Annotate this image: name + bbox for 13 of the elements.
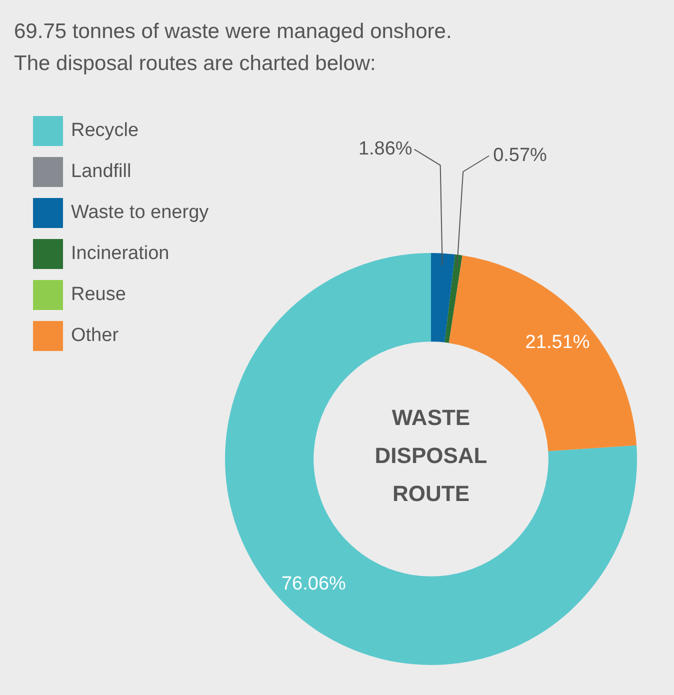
data-label: 21.51%: [525, 332, 590, 354]
data-label: 76.06%: [281, 574, 346, 595]
chart-title: 69.75 tonnes of waste were managed onshore.: [14, 19, 452, 45]
legend-label: Recycle: [71, 120, 139, 142]
legend-label: Landfill: [71, 160, 132, 182]
legend-label: Other: [71, 324, 119, 346]
data-label: 0.57%: [493, 144, 548, 166]
legend-label: Reuse: [71, 284, 126, 306]
text: WASTE DISPOSAL ROUTE: [374, 404, 488, 508]
legend-label: Waste to energy: [71, 202, 209, 224]
chart-subtitle: The disposal routes are charted below:: [14, 51, 377, 77]
legend-label: Incineration: [71, 242, 170, 264]
data-label: 1.86%: [358, 138, 412, 160]
